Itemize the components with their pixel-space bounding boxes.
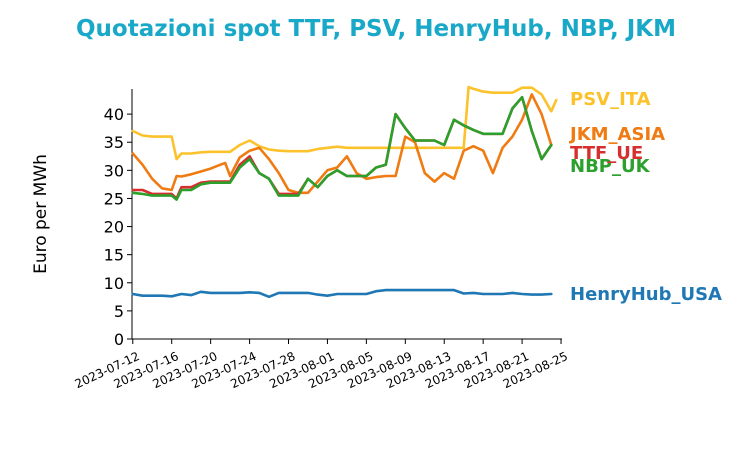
y-tick-label: 35 [104, 133, 124, 152]
series-line-psv-ita [131, 85, 558, 161]
series-label-jkm-asia: JKM_ASIA [568, 124, 665, 145]
series-line-nbp-uk [131, 95, 553, 201]
axes: 05101520253035402023-07-122023-07-162023… [73, 89, 570, 391]
y-tick-label: 10 [104, 274, 124, 293]
series-lines [131, 85, 558, 299]
y-tick-label: 30 [104, 161, 124, 180]
y-tick-label: 15 [104, 246, 124, 265]
series-line-jkm-asia [131, 93, 553, 195]
y-tick-label: 25 [104, 189, 124, 208]
series-line-henryhub-usa [131, 288, 553, 299]
y-tick-label: 0 [114, 330, 124, 349]
y-tick-label: 5 [114, 302, 124, 321]
chart-title: Quotazioni spot TTF, PSV, HenryHub, NBP,… [75, 16, 677, 42]
series-label-psv-ita: PSV_ITA [570, 89, 651, 110]
series-label-ttf-ue: TTF_UE [570, 143, 643, 164]
y-axis-label: Euro per MWh [31, 154, 51, 274]
series-label-henryhub-usa: HenryHub_USA [570, 284, 722, 305]
y-tick-label: 20 [104, 218, 124, 237]
series-label-nbp-uk: NBP_UK [570, 156, 651, 177]
y-tick-label: 40 [104, 105, 124, 124]
